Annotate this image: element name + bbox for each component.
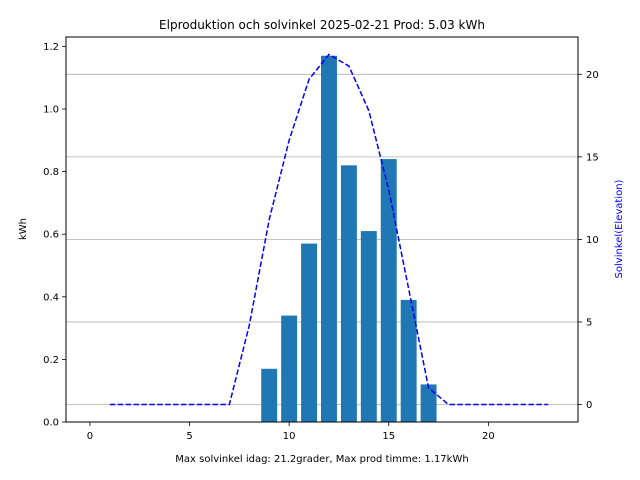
y2-tick-label-20: 20 (586, 70, 599, 81)
x-tick-label-5: 5 (186, 431, 192, 442)
y-axis-ticks: 0.0 0.2 0.4 0.6 0.8 1.0 1.2 (43, 42, 66, 429)
chart-title: Elproduktion och solvinkel 2025-02-21 Pr… (159, 18, 485, 32)
bar-hour-11 (301, 243, 318, 422)
y-axis-label: kWh (18, 218, 29, 240)
x-axis-label: Max solvinkel idag: 21.2grader, Max prod… (175, 454, 468, 465)
elevation-series (109, 53, 549, 406)
bar-hour-10 (281, 315, 298, 422)
y2-tick-label-0: 0 (586, 400, 592, 411)
x-axis-ticks: 0 5 10 15 20 (87, 422, 495, 442)
x-tick-label-0: 0 (87, 431, 93, 442)
y2-tick-label-15: 15 (586, 152, 599, 163)
y-tick-label-1.2: 1.2 (43, 42, 59, 53)
plot-frame (65, 36, 579, 423)
bar-hour-16 (400, 299, 417, 422)
x-tick-label-10: 10 (283, 431, 296, 442)
y-tick-label-0.8: 0.8 (43, 167, 59, 178)
bar-hour-9 (261, 368, 278, 422)
y-tick-label-0.4: 0.4 (43, 292, 59, 303)
x-tick-label-20: 20 (482, 431, 495, 442)
y2-tick-label-5: 5 (586, 317, 592, 328)
y-tick-label-0.6: 0.6 (43, 230, 59, 241)
bar-hour-15 (380, 159, 397, 422)
bar-hour-13 (340, 165, 357, 423)
bar-series (261, 55, 437, 423)
bar-hour-12 (321, 55, 337, 422)
bar-hour-17 (420, 384, 437, 422)
x-tick-label-15: 15 (382, 431, 395, 442)
y2-axis-label: Solvinkel(Elevation) (614, 179, 625, 278)
y2-tick-label-10: 10 (586, 235, 599, 246)
y-tick-label-1.0: 1.0 (43, 104, 59, 115)
y-tick-label-0.0: 0.0 (43, 418, 59, 429)
bar-hour-14 (360, 231, 377, 422)
elevation-line (109, 53, 549, 406)
y-tick-label-0.2: 0.2 (43, 355, 59, 366)
y2-axis-ticks: 0 5 10 15 20 (578, 70, 599, 411)
